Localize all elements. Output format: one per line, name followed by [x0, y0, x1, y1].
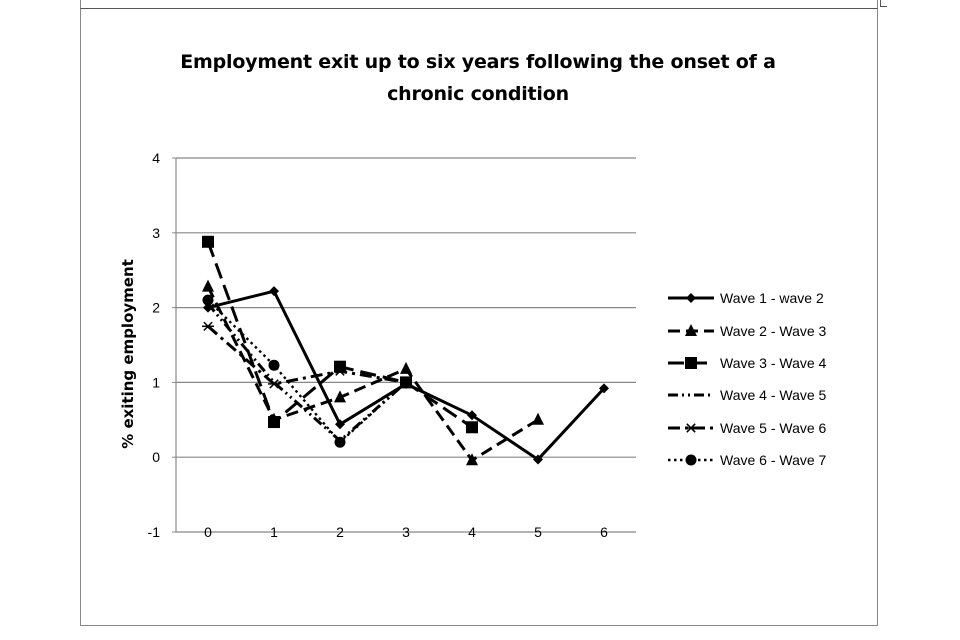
- series-6-point: [268, 359, 280, 371]
- y-tick-label: 4: [152, 150, 160, 166]
- legend-marker: [686, 293, 696, 304]
- series-1-point: [203, 302, 213, 313]
- legend-label: Wave 4 - Wave 5: [720, 387, 827, 404]
- chart-title: Employment exit up to six years followin…: [180, 51, 776, 105]
- series-2-point: [532, 412, 544, 425]
- legend-swatch: [668, 393, 714, 397]
- y-tick-label: 3: [152, 225, 160, 241]
- y-tick-label: 0: [152, 449, 160, 465]
- series-6-point: [400, 376, 412, 388]
- legend-swatch: [668, 323, 714, 336]
- series-line-2: [206, 285, 539, 462]
- legend-item: Wave 6 - Wave 7: [666, 444, 826, 476]
- legend-label: Wave 3 - Wave 4: [720, 354, 827, 371]
- legend: Wave 1 - wave 2 Wave 2 - Wave 3 Wave 3 - W…: [666, 282, 826, 476]
- series-3-point: [334, 360, 346, 373]
- legend-swatch: [668, 454, 714, 466]
- x-tick-label: 4: [468, 524, 476, 540]
- series-3-point: [466, 421, 478, 434]
- series-1-point: [599, 383, 609, 394]
- series-5-point: [334, 366, 346, 376]
- frame-corner-mark: [880, 0, 887, 7]
- x-tick-label: 3: [402, 524, 410, 540]
- series-2-point: [400, 361, 412, 374]
- legend-swatch: [668, 293, 714, 304]
- series-line-6: [207, 299, 407, 444]
- legend-label: Wave 1 - wave 2: [720, 290, 824, 307]
- legend-item: Wave 5 - Wave 6: [666, 412, 826, 444]
- series-2-point: [334, 390, 346, 403]
- y-tick-label: 1: [152, 374, 160, 390]
- series-2-point: [202, 279, 214, 292]
- legend-item: Wave 4 - Wave 5: [666, 379, 826, 411]
- y-tick-label: -1: [148, 524, 161, 540]
- legend-swatch: [668, 356, 714, 369]
- series-5-point: [202, 321, 214, 332]
- legend-swatch: [668, 423, 714, 433]
- legend-item: Wave 3 - Wave 4: [666, 347, 826, 379]
- series-1-point: [335, 419, 345, 430]
- series-1-point: [533, 454, 543, 465]
- series-6-point: [202, 294, 214, 306]
- y-tick-label: 2: [152, 300, 160, 316]
- x-tick-label: 6: [600, 524, 608, 540]
- series-2-point: [466, 453, 478, 466]
- series-3-point: [202, 235, 214, 248]
- legend-label: Wave 6 - Wave 7: [720, 452, 827, 469]
- legend-item: Wave 2 - Wave 3: [666, 314, 826, 346]
- legend-marker: [685, 454, 697, 466]
- series-5-point: [268, 379, 280, 389]
- legend-marker: [685, 323, 697, 336]
- legend-item: Wave 1 - wave 2: [666, 282, 826, 314]
- x-tick-label: 2: [336, 524, 344, 540]
- series-3-point: [268, 416, 280, 429]
- legend-label: Wave 2 - Wave 3: [720, 322, 827, 339]
- series-1-point: [269, 286, 279, 297]
- y-axis-title: % exiting employment: [119, 259, 137, 449]
- series-1-point: [467, 410, 477, 421]
- legend-label: Wave 5 - Wave 6: [720, 419, 827, 436]
- x-tick-label: 1: [270, 524, 278, 540]
- outer-frame-top: [80, 0, 878, 9]
- x-tick-label: 0: [204, 524, 212, 540]
- legend-marker: [685, 356, 697, 369]
- series-line-5: [207, 325, 407, 386]
- series-6-point: [334, 436, 346, 448]
- series-line-4: [206, 302, 407, 443]
- x-tick-label: 5: [534, 524, 542, 540]
- chart-frame: [80, 9, 878, 626]
- legend-marker: [685, 423, 697, 433]
